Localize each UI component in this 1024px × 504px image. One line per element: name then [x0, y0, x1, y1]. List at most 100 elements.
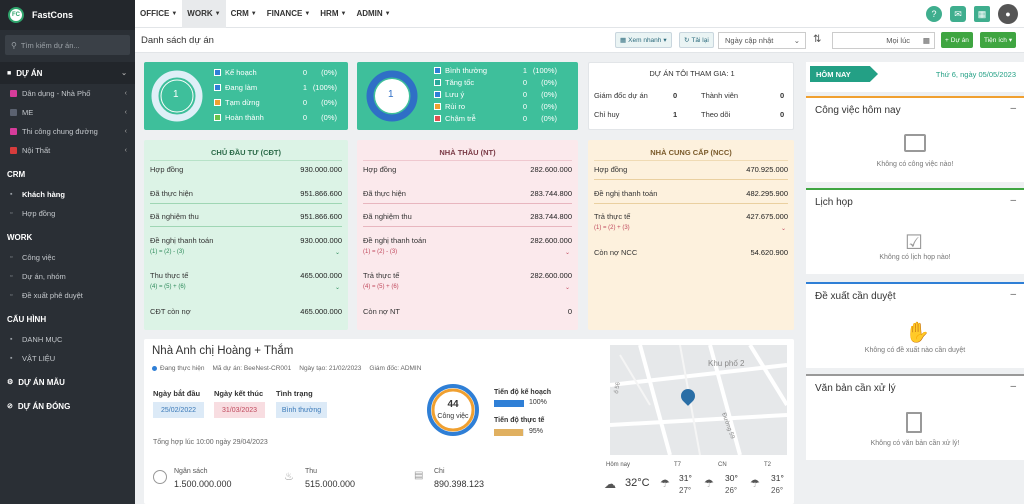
finance-row: Thu thực tế 465.000.000: [150, 271, 342, 280]
sidebar-project-item[interactable]: ME ‹: [0, 103, 135, 122]
sidebar-item-catalog[interactable]: ▪ DANH MỤC: [0, 330, 135, 349]
budget-icon: [153, 470, 167, 484]
actual-progress-label: Tiến độ thực tế: [494, 417, 545, 424]
menu-office[interactable]: OFFICE ▼: [135, 0, 182, 28]
project-search-input[interactable]: ⚲ Tìm kiếm dự án...: [5, 35, 130, 55]
project-code: Mã dự án: BeeNest-CR001: [212, 365, 292, 372]
help-icon[interactable]: ?: [926, 6, 942, 22]
add-project-button[interactable]: + Dự án: [941, 32, 973, 48]
collapse-icon[interactable]: –: [1010, 103, 1016, 114]
user-avatar[interactable]: ●: [998, 4, 1018, 24]
role-label: Thành viên: [701, 91, 739, 100]
row-label: Hợp đồng: [363, 165, 397, 174]
menu-finance[interactable]: FINANCE ▼: [262, 0, 316, 28]
reload-button[interactable]: ↻ Tải lại: [679, 32, 714, 48]
project-label: Dân dụng - Nhà Phố: [22, 89, 91, 98]
time-range-select[interactable]: Mọi lúc ▦: [832, 32, 935, 49]
status-row[interactable]: Lưu ý 0 (0%): [434, 90, 557, 99]
row-value: 282.600.000: [530, 165, 572, 174]
sidebar-item-materials[interactable]: ▪ VẬT LIỆU: [0, 349, 135, 368]
sidebar-item-template-projects[interactable]: ⚙ DỰ ÁN MẪU: [0, 371, 135, 393]
collapse-icon[interactable]: –: [1010, 289, 1016, 300]
status-value: 0: [302, 98, 307, 107]
apps-grid-icon[interactable]: ▦: [974, 6, 990, 22]
quick-view-button[interactable]: ▦ Xem nhanh ▾: [615, 32, 672, 48]
weather-day-high: 30°: [725, 473, 738, 483]
menu-hrm[interactable]: HRM ▼: [315, 0, 351, 28]
sidebar-project-item[interactable]: Nội Thất ‹: [0, 141, 135, 160]
status-value: 0: [522, 102, 527, 111]
utilities-button[interactable]: Tiện ích ▾: [980, 32, 1017, 48]
role-value: 1: [673, 110, 678, 119]
card-title: DỰ ÁN TÔI THAM GIA: 1: [649, 69, 735, 78]
budget-value: 1.500.000.000: [174, 479, 232, 489]
project-detail-card[interactable]: Nhà Anh chị Hoàng + Thắm Đang thực hiện …: [144, 339, 794, 504]
project-label: Thi công chung đường: [22, 127, 98, 136]
status-row[interactable]: Đang làm 1 (100%): [214, 83, 337, 92]
status-row[interactable]: Bình thường 1 (100%): [434, 66, 557, 75]
status-label: Tăng tốc: [445, 78, 475, 87]
row-label: Trả thực tế: [363, 271, 400, 280]
weather-day-label: T7: [674, 462, 682, 468]
sidebar-section-projects[interactable]: ■ DỰ ÁN ⌄: [0, 62, 135, 84]
status-pct: (0%): [321, 113, 337, 122]
project-map[interactable]: Khu phố 2 Đường 59 ố 56: [610, 345, 787, 455]
menu-admin[interactable]: ADMIN ▼: [351, 0, 395, 28]
chevron-down-icon[interactable]: ⌄: [780, 226, 786, 232]
project-created: Ngày tạo: 21/02/2023: [299, 365, 362, 372]
chevron-left-icon: ‹: [124, 109, 127, 116]
sidebar-item-tasks[interactable]: ▫ Công việc: [0, 248, 135, 267]
sidebar-item-customers[interactable]: ▪ Khách hàng: [0, 185, 135, 204]
item-label: Đề xuất phê duyệt: [22, 291, 83, 300]
approval-icon: ▫: [10, 292, 13, 299]
finance-row: Hợp đồng 930.000.000: [150, 165, 342, 174]
row-label: Đã nghiệm thu: [363, 212, 412, 221]
chevron-down-icon[interactable]: ⌄: [334, 285, 340, 291]
sidebar-item-contracts[interactable]: ▫ Hợp đồng: [0, 204, 135, 223]
mail-icon[interactable]: ✉: [950, 6, 966, 22]
collapse-icon[interactable]: –: [1010, 195, 1016, 206]
budget-label: Ngân sách: [174, 468, 208, 475]
menu-work[interactable]: WORK ▼: [182, 0, 226, 28]
sort-order-icon[interactable]: ⇅: [813, 34, 822, 45]
collapse-icon[interactable]: –: [1010, 381, 1016, 392]
actual-progress-value: 95%: [529, 428, 544, 435]
chevron-down-icon[interactable]: ⌄: [334, 250, 340, 256]
sidebar-item-groups[interactable]: ▫ Dự án, nhóm: [0, 267, 135, 286]
plan-progress-bar: [494, 400, 524, 407]
materials-icon: ▪: [10, 355, 13, 362]
finance-row: Đề nghị thanh toán 930.000.000: [150, 236, 342, 245]
sidebar-item-approvals[interactable]: ▫ Đề xuất phê duyệt: [0, 286, 135, 305]
section-label: DỰ ÁN: [16, 68, 43, 78]
project-meta: Đang thực hiện Mã dự án: BeeNest-CR001 N…: [152, 365, 421, 372]
status-row[interactable]: Tăng tốc 0 (0%): [434, 78, 557, 87]
status-row[interactable]: Chậm trễ 0 (0%): [434, 114, 557, 123]
chevron-down-icon[interactable]: ⌄: [564, 285, 570, 291]
project-progress-card: 1 Kế hoạch 0 (0%) Đang làm 1 (100%) Tạm dừng…: [144, 62, 348, 130]
sort-select[interactable]: Ngày cập nhật ⌄: [718, 32, 806, 49]
sidebar-project-item[interactable]: Thi công chung đường ‹: [0, 122, 135, 141]
menu-label: HRM: [320, 9, 339, 18]
role-value: 0: [780, 110, 785, 119]
menu-label: OFFICE: [140, 9, 170, 18]
start-date-label: Ngày bắt đầu: [153, 389, 201, 398]
status-row[interactable]: Rủi ro 0 (0%): [434, 102, 557, 111]
app-logo[interactable]: FC FastCons: [0, 0, 135, 30]
row-label: Hợp đồng: [594, 165, 628, 174]
row-value: 930.000.000: [300, 236, 342, 245]
supplier-finance-card: NHÀ CUNG CẤP (NCC) Hợp đồng 470.925.000 Đ…: [588, 140, 794, 330]
chevron-down-icon[interactable]: ⌄: [564, 250, 570, 256]
sidebar-project-item[interactable]: Dân dụng - Nhà Phố ‹: [0, 84, 135, 103]
section-label: WORK: [7, 232, 33, 242]
plus-icon: +: [945, 36, 949, 44]
finance-row: Đã thực hiện 283.744.800: [363, 189, 572, 198]
status-row[interactable]: Tạm dừng 0 (0%): [214, 98, 337, 107]
sidebar-item-closed-projects[interactable]: ⊘ DỰ ÁN ĐÓNG: [0, 395, 135, 417]
project-name[interactable]: Nhà Anh chị Hoàng + Thắm: [152, 345, 294, 357]
status-value: 0: [302, 113, 307, 122]
menu-crm[interactable]: CRM ▼: [226, 0, 262, 28]
status-row[interactable]: Hoàn thành 0 (0%): [214, 113, 337, 122]
row-label: Đã nghiệm thu: [150, 212, 199, 221]
status-row[interactable]: Kế hoạch 0 (0%): [214, 68, 337, 77]
today-tab[interactable]: HÔM NAY: [810, 66, 878, 82]
